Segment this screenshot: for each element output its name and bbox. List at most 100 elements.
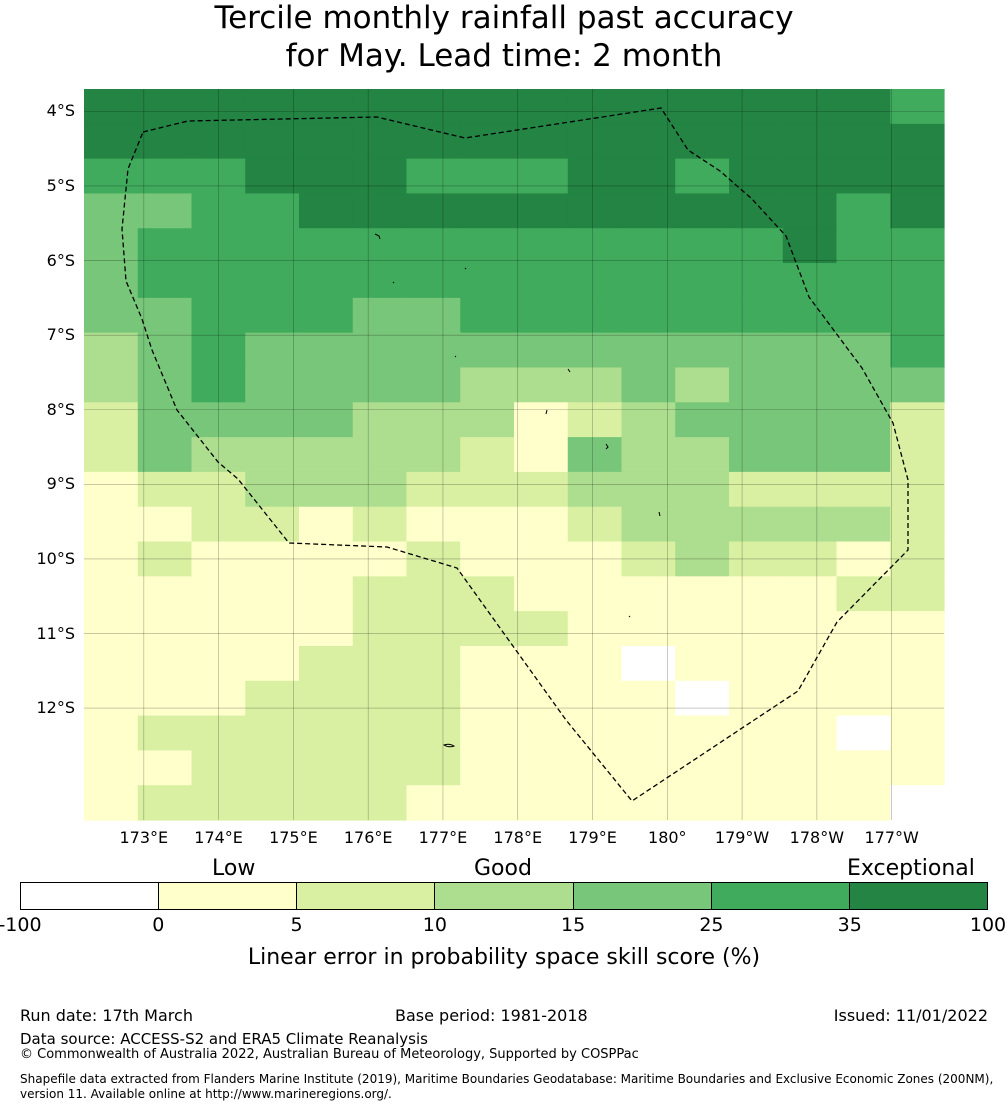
grid-cell xyxy=(137,263,193,299)
grid-cell xyxy=(191,332,246,369)
grid-cell xyxy=(84,332,139,369)
latitude-label: 11°S xyxy=(36,623,75,643)
grid-cell xyxy=(782,367,838,403)
grid-cell xyxy=(514,750,569,786)
grid-cell xyxy=(675,402,730,438)
longitude-label: 176°E xyxy=(343,828,393,847)
islands xyxy=(374,233,661,748)
grid-cell xyxy=(890,611,945,647)
grid-cell xyxy=(460,541,515,577)
grid-cell xyxy=(836,680,891,717)
grid-cell xyxy=(782,228,838,264)
grid-cell xyxy=(137,158,193,195)
grid-cell xyxy=(84,506,139,543)
grid-cell xyxy=(137,680,193,717)
grid-cell xyxy=(191,89,246,125)
grid-cell xyxy=(137,193,193,229)
grid-cell xyxy=(567,785,623,821)
colorbar-category-low: Low xyxy=(212,856,256,881)
grid-cell xyxy=(836,402,891,438)
grid-cell xyxy=(836,611,891,647)
grid-cell xyxy=(191,193,246,229)
grid-cell xyxy=(84,785,139,821)
grid-cell xyxy=(245,715,300,751)
grid-cell xyxy=(245,263,300,299)
grid-cell xyxy=(299,471,354,508)
grid-cell xyxy=(621,611,676,647)
grid-cell xyxy=(514,367,569,403)
latitude-label: 5°S xyxy=(46,175,75,195)
grid-cell xyxy=(621,263,676,299)
grid-cell xyxy=(406,576,461,612)
grid-cell xyxy=(460,576,515,612)
longitude-label: 174°E xyxy=(194,828,243,847)
grid-cell xyxy=(514,228,569,264)
colorbar xyxy=(20,882,988,910)
grid-cell xyxy=(514,645,569,682)
grid-cell xyxy=(299,228,354,264)
grid-cell xyxy=(567,680,623,717)
grid-cell xyxy=(137,332,193,369)
grid-cell xyxy=(782,297,838,334)
grid-cell xyxy=(460,645,515,682)
grid-cell xyxy=(137,402,193,438)
grid-cell xyxy=(299,332,354,369)
grid-cell xyxy=(890,645,945,682)
grid-cell xyxy=(245,123,300,160)
grid-cell xyxy=(514,715,569,751)
grid-cell xyxy=(137,89,193,125)
grid-cell xyxy=(890,750,945,786)
grid-cell xyxy=(514,471,569,508)
grid-cell xyxy=(836,645,891,682)
longitude-label: 179°E xyxy=(568,828,617,847)
grid-cell xyxy=(352,158,408,195)
grid-cell xyxy=(729,297,784,334)
grid-cell xyxy=(729,576,784,612)
grid-cell xyxy=(621,471,676,508)
grid-cell xyxy=(836,193,891,229)
grid-cell xyxy=(352,611,408,647)
colorbar-tick-label: 10 xyxy=(422,914,447,936)
grid-cell xyxy=(514,785,569,821)
grid-cell xyxy=(299,367,354,403)
grid-cell xyxy=(460,89,515,125)
grid-cell xyxy=(621,193,676,229)
island-shape xyxy=(392,281,395,284)
grid-cell xyxy=(621,367,676,403)
grid-cell xyxy=(782,123,838,160)
grid-cell xyxy=(245,785,300,821)
grid-cell xyxy=(514,158,569,195)
longitude-label: 177°W xyxy=(864,828,919,847)
grid-cell xyxy=(406,611,461,647)
grid-cell xyxy=(299,402,354,438)
colorbar-label: Linear error in probability space skill … xyxy=(247,945,761,970)
grid-cell xyxy=(406,437,461,473)
grid-cell xyxy=(137,471,193,508)
grid-cell xyxy=(460,680,515,717)
grid-cell xyxy=(836,89,891,125)
grid-cell xyxy=(675,193,730,229)
grid-cell xyxy=(567,297,623,334)
grid-cell xyxy=(567,193,623,229)
grid-cell xyxy=(621,332,676,369)
grid-cell xyxy=(567,332,623,369)
grid-cell xyxy=(191,715,246,751)
grid-cell xyxy=(460,228,515,264)
grid-cell xyxy=(567,506,623,543)
grid-cell xyxy=(836,367,891,403)
grid-cell xyxy=(782,715,838,751)
latitude-label: 9°S xyxy=(46,474,75,494)
grid-cell xyxy=(299,611,354,647)
grid-cell xyxy=(245,193,300,229)
grid-cell xyxy=(84,680,139,717)
grid-cell xyxy=(836,715,891,751)
island-shape xyxy=(464,267,467,270)
grid-cell xyxy=(406,297,461,334)
grid-cell xyxy=(514,576,569,612)
colorbar-category-exceptional: Exceptional xyxy=(847,856,975,881)
grid-cell xyxy=(406,506,461,543)
grid-cell xyxy=(675,228,730,264)
grid-cell xyxy=(245,158,300,195)
latitude-label: 8°S xyxy=(46,399,75,419)
island-shape xyxy=(374,233,381,240)
